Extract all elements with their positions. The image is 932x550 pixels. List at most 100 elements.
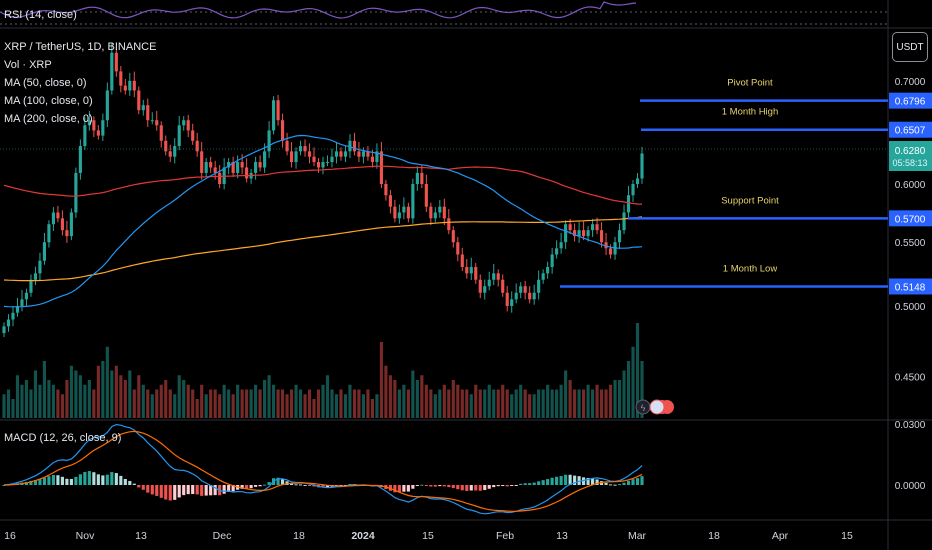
candle	[298, 140, 303, 156]
currency-button[interactable]: USDT	[892, 32, 928, 62]
candle	[245, 158, 249, 183]
candle	[487, 271, 491, 291]
volume-bar	[83, 384, 87, 418]
volume-bar	[105, 346, 109, 418]
time-tick: Apr	[772, 530, 789, 542]
macd-hist-bar	[249, 485, 253, 489]
volume-bar	[204, 394, 208, 418]
volume-bar	[51, 384, 55, 418]
macd-hist-bar	[263, 484, 267, 486]
candle	[546, 261, 550, 279]
volume-bar	[433, 394, 437, 418]
candle	[626, 185, 631, 218]
rsi-line	[0, 1, 637, 19]
macd-hist-bar	[128, 480, 132, 485]
ma50-legend[interactable]: MA (50, close, 0)	[4, 77, 87, 89]
candle	[617, 223, 622, 249]
volume-bar	[87, 380, 91, 418]
macd-hist-bar	[78, 474, 82, 485]
candle	[285, 132, 289, 156]
macd-hist-bar	[195, 485, 199, 495]
macd-legend[interactable]: MACD (12, 26, close, 9)	[4, 432, 122, 444]
candle	[69, 208, 73, 241]
volume-legend[interactable]: Vol · XRP	[4, 59, 52, 71]
candle	[478, 274, 482, 299]
volume-bar	[568, 380, 572, 418]
volume-bar	[523, 389, 527, 418]
volume-bar	[2, 394, 6, 418]
candle	[582, 220, 586, 241]
volume-bar	[339, 389, 343, 418]
level-value-tag: 0.6507	[889, 121, 932, 138]
level-name: Support Point	[721, 195, 779, 206]
time-tick: Nov	[76, 530, 95, 542]
volume-bar	[182, 380, 186, 418]
macd-hist-bar	[254, 485, 258, 487]
symbol-legend[interactable]: XRP / TetherUS, 1D, BINANCE	[4, 41, 157, 53]
volume-bar	[622, 370, 626, 418]
macd-hist-bar	[110, 472, 114, 485]
candle	[397, 204, 401, 224]
volume-bar	[366, 389, 370, 418]
candle	[65, 220, 69, 243]
volume-bar	[123, 380, 127, 418]
candle	[150, 112, 154, 125]
candle	[236, 155, 240, 179]
macd-hist-bar	[478, 485, 482, 491]
volume-bar	[74, 370, 78, 418]
time-tick: 2024	[351, 530, 375, 542]
macd-hist-bar	[546, 479, 550, 485]
macd-hist-bar	[550, 477, 554, 485]
level-name: 1 Month High	[722, 107, 779, 118]
macd-hist-bar	[38, 479, 42, 485]
volume-bar	[631, 346, 635, 418]
macd-hist-bar	[294, 484, 298, 486]
rsi-legend[interactable]: RSI (14, close)	[4, 9, 77, 21]
volume-bar	[469, 394, 473, 418]
candle	[42, 232, 47, 265]
candle	[496, 269, 500, 287]
candle	[447, 209, 451, 235]
ma100-legend[interactable]: MA (100, close, 0)	[4, 95, 93, 107]
candle	[505, 286, 509, 312]
volume-bar	[249, 389, 253, 418]
candle	[186, 114, 190, 138]
candle	[586, 226, 590, 242]
candle	[83, 117, 87, 151]
svg-text:0.5700: 0.5700	[895, 214, 926, 225]
macd-hist-bar	[312, 485, 316, 487]
ma200-legend[interactable]: MA (200, close, 0)	[4, 113, 93, 125]
volume-bar	[573, 389, 577, 418]
candle	[465, 259, 469, 279]
volume-bar	[177, 375, 181, 418]
volume-bar	[330, 389, 334, 418]
macd-hist-bar	[150, 485, 154, 495]
macd-hist-bar	[608, 484, 613, 486]
candle	[51, 207, 55, 231]
volume-bar	[132, 389, 136, 418]
candle	[38, 252, 42, 281]
candle	[438, 200, 442, 218]
volume-bar	[483, 389, 487, 418]
volume-bar	[128, 370, 132, 418]
price-tick: 0.5500	[895, 238, 926, 249]
macd-hist-bar	[483, 485, 487, 491]
volume-bar	[141, 384, 145, 418]
volume-bar	[307, 389, 312, 418]
volume-bar	[460, 389, 464, 418]
candle	[537, 270, 541, 300]
candle	[78, 139, 82, 180]
price-axis: 0.7000 0.6000 0.5500 0.5000 0.4500 0.0300 0.00…	[895, 77, 926, 492]
ma-50-line	[3, 134, 643, 308]
candle	[141, 99, 145, 116]
volume-bar	[519, 384, 523, 418]
time-tick: 15	[841, 530, 853, 542]
candle	[249, 168, 253, 184]
time-tick: Feb	[496, 530, 514, 542]
macd-hist-bar	[591, 478, 595, 485]
volume-bar	[280, 389, 285, 418]
macd-hist-bar	[245, 485, 249, 489]
event-markers[interactable]: ϟ	[635, 399, 674, 415]
volume-bar	[137, 375, 141, 418]
